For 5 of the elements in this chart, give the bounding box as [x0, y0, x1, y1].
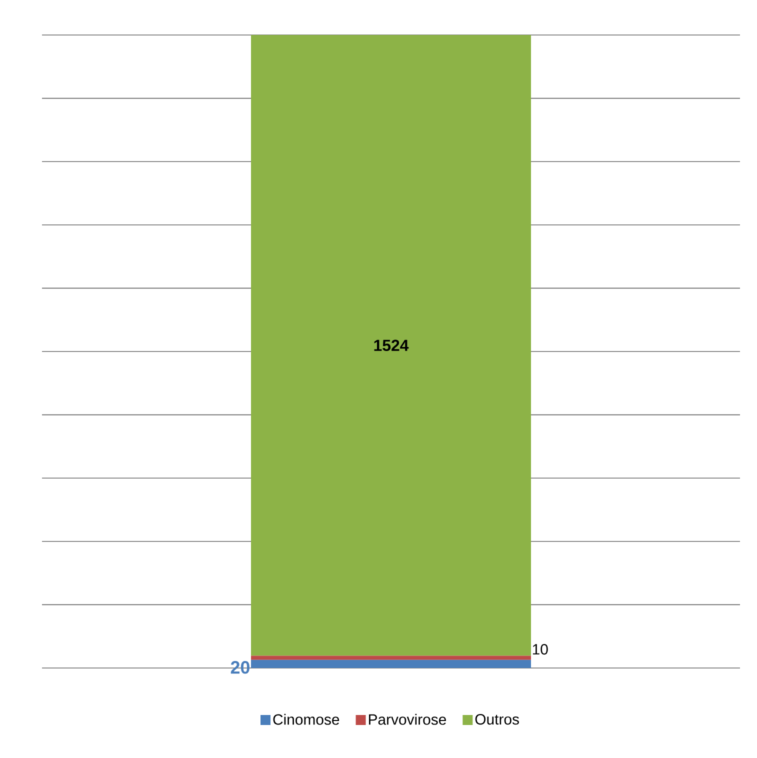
legend-label: Outros: [475, 714, 519, 725]
data-label: 1524: [374, 340, 409, 352]
legend-label: Parvovirose: [368, 714, 446, 725]
legend-label: Cinomose: [273, 714, 340, 725]
data-label: 10: [532, 644, 548, 655]
